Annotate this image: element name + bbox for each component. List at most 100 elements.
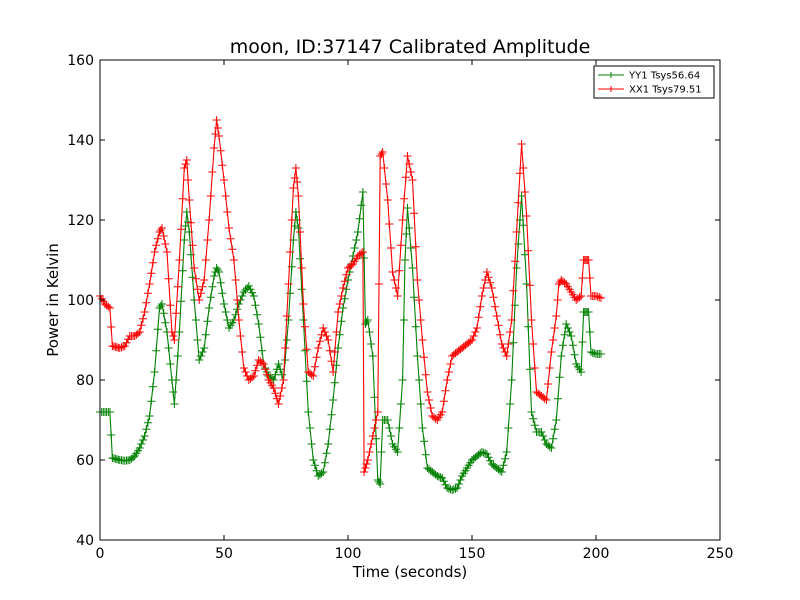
- data-point-marker: [477, 292, 486, 300]
- data-point-marker: [263, 370, 271, 379]
- plot-series: [96, 116, 605, 494]
- data-point-marker: [565, 328, 574, 336]
- data-point-marker: [372, 416, 381, 424]
- data-point-marker: [540, 394, 549, 403]
- data-point-marker: [203, 236, 212, 244]
- data-point-marker: [193, 336, 202, 344]
- data-point-marker: [277, 384, 286, 392]
- data-point-marker: [588, 348, 597, 357]
- data-point-marker: [451, 484, 460, 493]
- data-point-marker: [453, 484, 462, 492]
- data-point-marker: [479, 448, 488, 457]
- data-point-marker: [357, 201, 366, 210]
- data-point-marker: [517, 140, 526, 148]
- data-point-marker: [139, 314, 147, 323]
- data-point-marker: [312, 353, 321, 362]
- data-point-marker: [291, 208, 300, 216]
- data-point-marker: [416, 400, 425, 408]
- data-point-marker: [399, 316, 408, 324]
- data-point-marker: [330, 378, 339, 387]
- data-point-marker: [182, 156, 191, 164]
- data-point-marker: [177, 297, 185, 306]
- data-point-marker: [259, 360, 268, 368]
- data-point-marker: [325, 346, 334, 355]
- data-point-marker: [398, 216, 407, 224]
- data-point-marker: [309, 372, 318, 380]
- data-point-marker: [310, 461, 319, 470]
- data-point-marker: [448, 486, 457, 494]
- data-point-marker: [191, 274, 200, 283]
- data-point-marker: [525, 281, 534, 290]
- data-point-marker: [309, 456, 318, 464]
- data-point-marker: [290, 222, 299, 230]
- data-point-marker: [511, 257, 519, 266]
- data-point-marker: [158, 300, 166, 308]
- data-point-marker: [182, 208, 191, 216]
- data-point-marker: [148, 258, 157, 267]
- data-point-marker: [119, 342, 128, 351]
- data-point-marker: [294, 192, 303, 200]
- data-point-marker: [496, 466, 505, 475]
- data-point-marker: [413, 276, 422, 284]
- data-point-marker: [387, 432, 395, 440]
- data-point-marker: [367, 440, 376, 448]
- data-point-marker: [253, 310, 262, 319]
- data-point-marker: [276, 365, 285, 374]
- data-point-marker: [563, 324, 572, 332]
- y-tick-label: 60: [76, 453, 94, 469]
- data-point-marker: [512, 228, 521, 236]
- data-point-marker: [210, 272, 219, 280]
- data-point-marker: [439, 397, 448, 406]
- legend-box: [593, 65, 715, 99]
- data-point-marker: [420, 353, 429, 362]
- data-point-marker: [105, 304, 114, 312]
- data-point-marker: [153, 234, 162, 243]
- data-point-marker: [597, 350, 605, 358]
- data-point-marker: [395, 424, 404, 432]
- data-point-marker: [560, 330, 569, 339]
- data-point-marker: [361, 464, 370, 472]
- data-point-marker: [178, 266, 187, 275]
- data-point-marker: [122, 338, 131, 347]
- data-point-marker: [117, 343, 126, 352]
- data-point-marker: [360, 468, 369, 476]
- data-point-marker: [446, 360, 455, 368]
- data-point-marker: [104, 302, 113, 311]
- data-point-marker: [184, 176, 192, 184]
- data-point-marker: [206, 192, 215, 200]
- data-point-marker: [145, 280, 154, 288]
- data-point-marker: [327, 410, 336, 419]
- data-point-marker: [296, 254, 305, 263]
- data-point-marker: [402, 230, 411, 238]
- data-point-marker: [585, 328, 594, 336]
- data-point-marker: [387, 244, 395, 252]
- data-point-marker: [578, 338, 587, 346]
- data-point-marker: [358, 248, 367, 256]
- data-point-marker: [350, 244, 359, 252]
- data-point-marker: [393, 448, 402, 456]
- data-point-marker: [403, 152, 412, 160]
- data-point-marker: [502, 448, 511, 456]
- data-point-marker: [584, 256, 593, 264]
- x-axis-label: Time (seconds): [352, 563, 468, 581]
- data-point-marker: [420, 437, 429, 446]
- data-point-marker: [299, 300, 308, 308]
- data-point-marker: [203, 317, 212, 326]
- data-point-marker: [244, 282, 253, 290]
- data-point-marker: [220, 300, 228, 308]
- data-point-marker: [410, 209, 419, 218]
- data-point-marker: [383, 416, 392, 424]
- data-point-marker: [302, 345, 311, 354]
- data-point-marker: [221, 192, 230, 200]
- data-point-marker: [226, 234, 235, 243]
- data-point-marker: [438, 408, 447, 416]
- data-point-marker: [178, 194, 187, 203]
- data-point-marker: [161, 240, 170, 248]
- data-point-marker: [317, 469, 326, 478]
- data-point-marker: [248, 373, 257, 382]
- data-point-marker: [159, 232, 168, 240]
- data-point-marker: [248, 288, 257, 297]
- data-point-marker: [301, 322, 309, 331]
- data-point-marker: [504, 340, 513, 348]
- data-point-marker: [324, 336, 333, 344]
